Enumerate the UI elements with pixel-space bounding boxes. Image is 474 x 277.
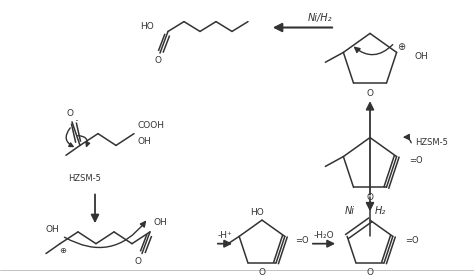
Text: =O: =O bbox=[405, 236, 419, 245]
Text: ⊕: ⊕ bbox=[60, 246, 66, 255]
Text: O: O bbox=[366, 268, 374, 277]
Text: O: O bbox=[366, 89, 374, 98]
Text: =O: =O bbox=[295, 236, 309, 245]
Text: COOH: COOH bbox=[138, 121, 165, 130]
Text: Ni: Ni bbox=[345, 206, 355, 216]
Text: OH: OH bbox=[154, 217, 168, 227]
Text: ·: · bbox=[75, 115, 79, 128]
Text: O: O bbox=[258, 268, 265, 277]
Text: H₂: H₂ bbox=[375, 206, 386, 216]
Text: O: O bbox=[135, 257, 142, 266]
Text: OH: OH bbox=[415, 52, 428, 61]
Text: -H₂O: -H₂O bbox=[314, 231, 334, 240]
Text: ⊕: ⊕ bbox=[398, 42, 406, 52]
Text: O: O bbox=[155, 57, 162, 65]
Text: HO: HO bbox=[140, 22, 154, 31]
Text: O: O bbox=[66, 109, 73, 119]
Text: Ni/H₂: Ni/H₂ bbox=[308, 13, 332, 23]
Text: HO: HO bbox=[250, 208, 264, 217]
Text: OH: OH bbox=[138, 137, 152, 146]
Text: =O: =O bbox=[409, 156, 422, 165]
Text: OH: OH bbox=[45, 225, 59, 234]
Text: HZSM-5: HZSM-5 bbox=[68, 174, 101, 183]
Text: -H⁺: -H⁺ bbox=[218, 231, 232, 240]
Text: HZSM-5: HZSM-5 bbox=[415, 138, 448, 147]
Text: O: O bbox=[366, 193, 374, 202]
